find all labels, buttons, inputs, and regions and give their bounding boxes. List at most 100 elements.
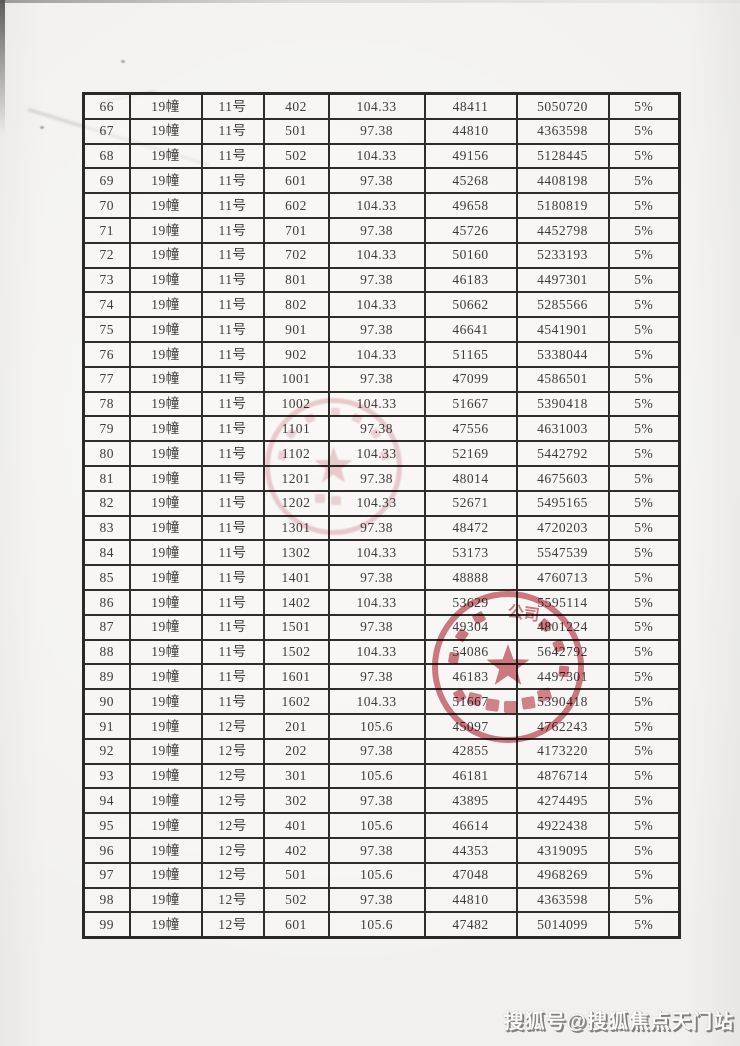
cell-seq: 73 [82, 266, 131, 294]
cell-total-price: 5338044 [515, 340, 610, 368]
cell-seq: 94 [82, 787, 131, 815]
cell-unit-price: 47048 [423, 861, 518, 889]
cell-unit-price: 48411 [423, 92, 518, 120]
cell-tax-rate: 5% [607, 489, 681, 517]
cell-room: 601 [262, 911, 330, 939]
cell-room: 1001 [262, 365, 330, 393]
sohu-watermark: 搜狐号@搜狐焦点天门站 [503, 1011, 734, 1033]
cell-unit-price: 50662 [423, 291, 518, 319]
cell-total-price: 4363598 [515, 886, 610, 914]
cell-tax-rate: 5% [607, 340, 681, 368]
cell-room: 302 [262, 787, 330, 815]
cell-tax-rate: 5% [607, 167, 681, 195]
cell-unit-price: 47482 [423, 911, 518, 939]
cell-room: 702 [262, 241, 330, 269]
cell-area: 104.33 [327, 291, 426, 319]
cell-unit: 11号 [200, 241, 265, 269]
cell-unit: 11号 [200, 588, 265, 616]
cell-area: 105.6 [327, 911, 426, 939]
scan-speck [121, 60, 125, 63]
cell-room: 201 [262, 712, 330, 740]
table-row: 94 19幢 12号 302 97.38 43895 4274495 5% [82, 787, 681, 815]
price-table: 66 19幢 11号 402 104.33 48411 5050720 5% 67 19幢 11号 5… [82, 92, 681, 940]
cell-building: 19幢 [128, 539, 203, 567]
cell-room: 1401 [262, 564, 330, 591]
cell-total-price: 5180819 [515, 192, 610, 219]
cell-total-price: 5495165 [515, 489, 610, 517]
cell-building: 19幢 [128, 861, 203, 889]
cell-total-price: 4876714 [515, 762, 610, 790]
cell-building: 19幢 [128, 613, 203, 641]
cell-seq: 96 [82, 836, 131, 864]
cell-area: 105.6 [327, 861, 426, 889]
cell-unit: 11号 [200, 365, 265, 393]
cell-building: 19幢 [128, 440, 203, 467]
cell-room: 1602 [262, 688, 330, 715]
cell-room: 1501 [262, 613, 330, 641]
cell-unit-price: 52169 [423, 440, 518, 467]
cell-building: 19幢 [128, 266, 203, 294]
cell-tax-rate: 5% [607, 539, 681, 567]
cell-unit: 11号 [200, 142, 265, 170]
table-row: 69 19幢 11号 601 97.38 45268 4408198 5% [82, 167, 681, 195]
cell-building: 19幢 [128, 489, 203, 517]
cell-unit-price: 46183 [423, 266, 518, 294]
cell-unit: 11号 [200, 663, 265, 691]
cell-unit-price: 54086 [423, 638, 518, 666]
cell-tax-rate: 5% [607, 688, 681, 715]
cell-seq: 68 [82, 142, 131, 170]
table-row: 91 19幢 12号 201 105.6 45097 4762243 5% [82, 712, 681, 740]
cell-tax-rate: 5% [607, 291, 681, 319]
cell-area: 104.33 [327, 539, 426, 567]
cell-area: 97.38 [327, 216, 426, 244]
cell-unit-price: 45268 [423, 167, 518, 195]
cell-area: 97.38 [327, 167, 426, 195]
cell-room: 1502 [262, 638, 330, 666]
cell-area: 97.38 [327, 787, 426, 815]
cell-total-price: 5547539 [515, 539, 610, 567]
cell-area: 97.38 [327, 117, 426, 145]
cell-tax-rate: 5% [607, 142, 681, 170]
table-row: 87 19幢 11号 1501 97.38 49304 4801224 5% [82, 613, 681, 641]
table-row: 68 19幢 11号 502 104.33 49156 5128445 5% [82, 142, 681, 170]
cell-building: 19幢 [128, 216, 203, 244]
cell-total-price: 5642792 [515, 638, 610, 666]
cell-building: 19幢 [128, 92, 203, 120]
cell-seq: 85 [82, 564, 131, 591]
cell-room: 1201 [262, 464, 330, 492]
cell-area: 104.33 [327, 688, 426, 715]
cell-building: 19幢 [128, 836, 203, 864]
cell-building: 19幢 [128, 812, 203, 839]
cell-seq: 97 [82, 861, 131, 889]
cell-unit-price: 44810 [423, 117, 518, 145]
cell-area: 97.38 [327, 514, 426, 542]
cell-unit: 12号 [200, 861, 265, 889]
cell-seq: 77 [82, 365, 131, 393]
cell-tax-rate: 5% [607, 663, 681, 691]
cell-tax-rate: 5% [607, 787, 681, 815]
cell-tax-rate: 5% [607, 192, 681, 219]
cell-area: 105.6 [327, 712, 426, 740]
cell-building: 19幢 [128, 241, 203, 269]
cell-unit: 11号 [200, 340, 265, 368]
cell-unit: 11号 [200, 316, 265, 343]
cell-seq: 79 [82, 415, 131, 443]
cell-total-price: 4497301 [515, 266, 610, 294]
cell-area: 97.38 [327, 464, 426, 492]
cell-building: 19幢 [128, 886, 203, 914]
cell-tax-rate: 5% [607, 365, 681, 393]
cell-tax-rate: 5% [607, 266, 681, 294]
cell-area: 97.38 [327, 266, 426, 294]
cell-tax-rate: 5% [607, 712, 681, 740]
cell-seq: 95 [82, 812, 131, 839]
cell-total-price: 4497301 [515, 663, 610, 691]
cell-unit: 11号 [200, 638, 265, 666]
table-row: 80 19幢 11号 1102 104.33 52169 5442792 5% [82, 440, 681, 467]
table-row: 74 19幢 11号 802 104.33 50662 5285566 5% [82, 291, 681, 319]
cell-total-price: 4922438 [515, 812, 610, 839]
cell-tax-rate: 5% [607, 638, 681, 666]
cell-total-price: 5390418 [515, 390, 610, 418]
cell-unit-price: 49156 [423, 142, 518, 170]
cell-building: 19幢 [128, 564, 203, 591]
cell-unit: 11号 [200, 440, 265, 467]
